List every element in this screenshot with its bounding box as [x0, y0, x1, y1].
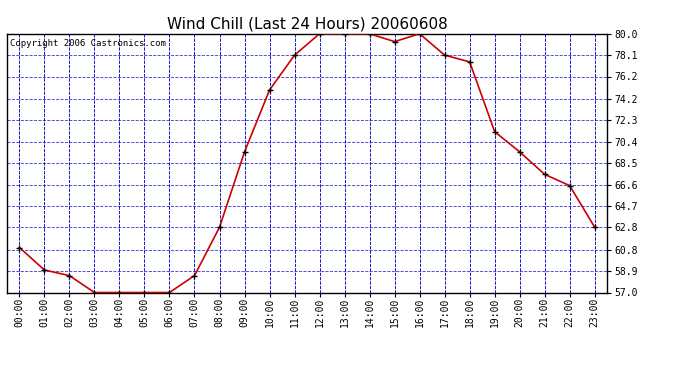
Title: Wind Chill (Last 24 Hours) 20060608: Wind Chill (Last 24 Hours) 20060608 — [167, 16, 447, 31]
Text: Copyright 2006 Castronics.com: Copyright 2006 Castronics.com — [10, 39, 166, 48]
